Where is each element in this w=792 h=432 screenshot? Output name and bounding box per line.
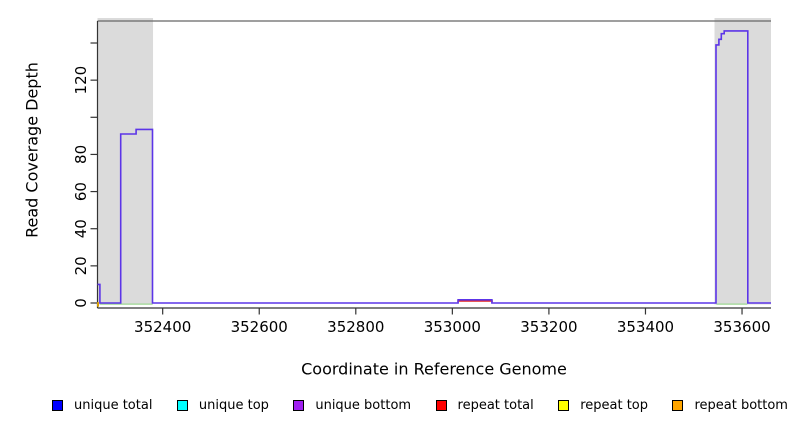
- x-tick-label: 353400: [617, 318, 674, 336]
- legend-swatch-icon: [435, 400, 447, 411]
- legend-swatch-icon: [293, 400, 305, 411]
- legend-label: unique total: [74, 398, 153, 413]
- y-tick-label: 0: [72, 298, 90, 308]
- legend-swatch-icon: [558, 400, 570, 411]
- y-tick-label: 20: [72, 256, 90, 275]
- legend-item-unique-total: unique total: [52, 398, 152, 413]
- repeat-region: [714, 18, 771, 305]
- x-tick-label: 352600: [231, 318, 288, 336]
- y-tick-label: 60: [72, 182, 90, 201]
- y-tick-label: 40: [72, 219, 90, 238]
- legend-swatch-icon: [672, 400, 684, 411]
- x-tick-label: 352800: [327, 318, 384, 336]
- legend-label: repeat total: [457, 398, 534, 413]
- x-tick-label: 352400: [134, 318, 191, 336]
- x-tick-label: 353000: [424, 318, 481, 336]
- repeat-region: [97, 18, 154, 305]
- legend-label: repeat bottom: [694, 398, 788, 413]
- legend: unique total unique top unique bottom repea…: [52, 398, 788, 413]
- legend-item-repeat-bottom: repeat bottom: [672, 398, 788, 413]
- x-tick-label: 353600: [713, 318, 770, 336]
- y-tick-label: 80: [72, 145, 90, 164]
- legend-item-repeat-total: repeat total: [435, 398, 534, 413]
- legend-label: unique top: [198, 398, 269, 413]
- legend-item-unique-top: unique top: [176, 398, 269, 413]
- legend-label: unique bottom: [315, 398, 412, 413]
- x-tick-label: 353200: [520, 318, 577, 336]
- y-axis-title: Read Coverage Depth: [22, 62, 42, 238]
- legend-swatch-icon: [176, 400, 188, 411]
- y-tick-label: 120: [72, 66, 90, 95]
- legend-label: repeat top: [580, 398, 648, 413]
- legend-item-unique-bottom: unique bottom: [293, 398, 411, 413]
- legend-swatch-icon: [52, 400, 63, 411]
- unique-coverage-line: [97, 30, 771, 304]
- legend-item-repeat-top: repeat top: [558, 398, 648, 413]
- x-axis-title: Coordinate in Reference Genome: [301, 359, 567, 379]
